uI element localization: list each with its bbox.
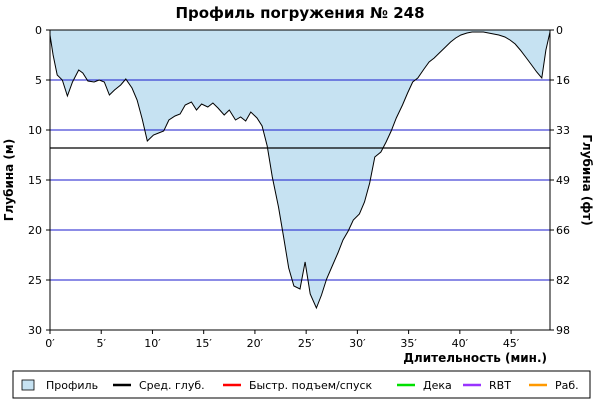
right-tick-label: 66 [556,224,570,237]
x-tick-label: 45′ [503,337,520,350]
x-tick-label: 30′ [349,337,366,350]
legend-label: RBT [489,379,511,392]
x-axis-ticks: 0′ 5′ 10′ 15′ 20′ 25′ 30′ 35′ 40′ 45′ [45,330,520,350]
chart-title: Профиль погружения № 248 [175,4,424,22]
x-tick-label: 40′ [452,337,469,350]
left-tick-label: 5 [35,74,42,87]
x-tick-label: 20′ [247,337,264,350]
legend-label: Дека [423,379,452,392]
legend-label: Быстр. подъем/спуск [249,379,373,392]
profile-area [50,30,550,308]
legend-box [12,370,591,399]
profile-line [49,31,551,310]
x-tick-label: 0′ [45,337,55,350]
x-tick-label: 10′ [144,337,161,350]
x-tick-label: 25′ [298,337,315,350]
x-tick-label: 5′ [96,337,106,350]
legend-label: Сред. глуб. [139,379,205,392]
right-axis-label: Глубина (фт) [580,134,594,225]
plot-area [49,29,551,331]
right-tick-label: 0 [556,24,563,37]
left-tick-label: 20 [28,224,42,237]
legend: Профиль Сред. глуб. Быстр. подъем/спуск Дек… [12,370,591,399]
right-tick-label: 98 [556,324,570,337]
legend-label: Раб. [555,379,579,392]
left-tick-label: 30 [28,324,42,337]
left-tick-label: 15 [28,174,42,187]
x-tick-label: 15′ [195,337,212,350]
left-axis-label: Глубина (м) [2,139,16,221]
right-tick-label: 16 [556,74,570,87]
legend-label: Профиль [46,379,98,392]
legend-swatch-profile [21,379,35,391]
left-axis-ticks: 0 5 10 15 20 25 30 [28,24,50,337]
right-axis-ticks: 0 16 33 49 66 82 98 [550,24,570,337]
grid-lines [50,79,550,281]
left-tick-label: 25 [28,274,42,287]
x-tick-label: 35′ [400,337,417,350]
right-tick-label: 49 [556,174,570,187]
right-tick-label: 33 [556,124,570,137]
left-tick-label: 10 [28,124,42,137]
x-axis-label: Длительность (мин.) [403,351,547,365]
left-tick-label: 0 [35,24,42,37]
right-tick-label: 82 [556,274,570,287]
